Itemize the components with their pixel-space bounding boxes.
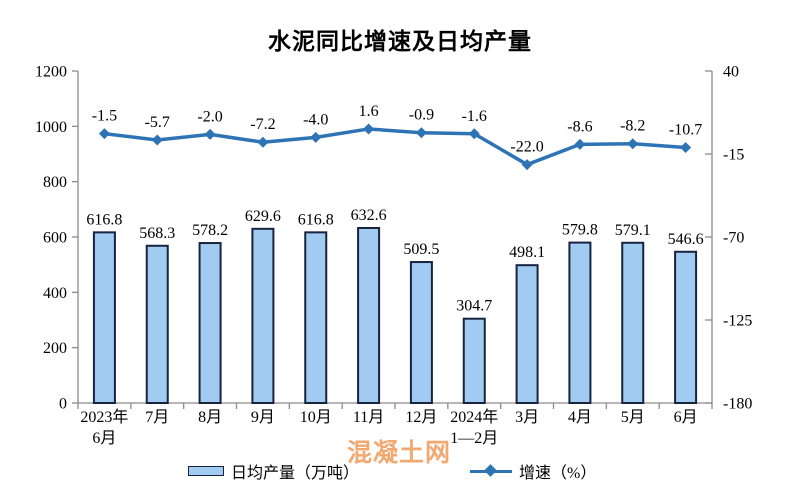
right-axis-tick-label: -70 xyxy=(723,230,744,247)
line-point-marker xyxy=(204,128,216,140)
right-axis-tick-label: -15 xyxy=(723,147,744,164)
bar xyxy=(462,317,486,405)
line-value-label: -1.6 xyxy=(462,108,487,125)
line-point-marker xyxy=(363,123,375,135)
line-value-label: -8.2 xyxy=(620,118,645,135)
x-axis-category-label: 12月 xyxy=(405,409,437,426)
line-point-marker xyxy=(310,131,322,143)
x-axis-category-label: 8月 xyxy=(198,409,222,426)
legend-label-production: 日均产量（万吨） xyxy=(231,465,360,482)
x-axis-category-label: 3月 xyxy=(515,409,539,426)
bar-value-label: 304.7 xyxy=(456,298,492,315)
bar xyxy=(568,241,592,404)
line-value-label: -10.7 xyxy=(669,122,702,139)
left-axis-tick-label: 600 xyxy=(43,230,67,247)
legend-label-growth: 增速（%） xyxy=(519,465,597,482)
line-point-marker xyxy=(468,128,480,140)
line-value-label: -5.7 xyxy=(145,114,170,131)
left-axis-tick-label: 200 xyxy=(43,340,67,357)
bar xyxy=(145,244,169,404)
bar-value-label: 579.8 xyxy=(562,222,598,239)
x-axis-category-label: 2024年 xyxy=(450,408,498,426)
bar-value-label: 632.6 xyxy=(351,207,387,224)
bar-value-label: 546.6 xyxy=(668,231,704,248)
line-point-marker xyxy=(574,138,586,150)
line-point-marker xyxy=(151,134,163,146)
legend-item-production: 日均产量（万吨） xyxy=(188,460,359,482)
line-point-marker xyxy=(627,138,639,150)
x-axis-category-label: 4月 xyxy=(568,409,592,426)
chart-legend: 日均产量（万吨） 增速（%） xyxy=(0,460,800,486)
bar-value-label: 579.1 xyxy=(615,222,651,239)
line-value-label: -8.6 xyxy=(567,118,592,135)
bar-value-label: 498.1 xyxy=(509,244,545,261)
right-axis-tick-label: 40 xyxy=(723,64,739,81)
left-axis-tick-label: 0 xyxy=(59,396,67,413)
left-axis-tick-label: 400 xyxy=(43,285,67,302)
line-value-label: -2.0 xyxy=(197,108,222,125)
x-axis-category-label: 10月 xyxy=(300,409,332,426)
right-axis-tick-label: -125 xyxy=(723,313,752,330)
left-axis-tick-label: 1200 xyxy=(35,64,67,81)
left-axis-tick-label: 800 xyxy=(43,174,67,191)
line-point-marker xyxy=(521,159,533,171)
x-axis-category-label: 5月 xyxy=(621,409,645,426)
growth-line xyxy=(104,127,686,167)
bar xyxy=(357,226,381,404)
line-value-label: -22.0 xyxy=(510,139,543,156)
line-point-marker xyxy=(98,128,110,140)
bar xyxy=(198,242,222,404)
bar xyxy=(304,231,328,404)
bar-series-swatch-icon xyxy=(188,466,224,476)
right-axis-tick-label: -180 xyxy=(723,396,752,413)
line-value-label: -4.0 xyxy=(303,111,328,128)
line-value-label: -7.2 xyxy=(250,116,275,133)
bar xyxy=(251,227,275,404)
x-axis-category-label: 9月 xyxy=(251,409,275,426)
diamond-marker-icon xyxy=(484,464,497,477)
bar xyxy=(92,231,116,404)
bar-value-label: 568.3 xyxy=(139,225,175,242)
line-value-label: 1.6 xyxy=(359,103,379,120)
line-point-marker xyxy=(257,136,269,148)
x-axis-category-label: 11月 xyxy=(353,409,384,426)
line-value-label: -0.9 xyxy=(409,107,434,124)
bar-value-label: 629.6 xyxy=(245,208,281,225)
bar xyxy=(409,261,433,404)
x-axis-category-label: 6月 xyxy=(674,409,698,426)
bar-value-label: 616.8 xyxy=(298,211,334,228)
left-axis-tick-label: 1000 xyxy=(35,119,67,136)
legend-item-growth: 增速（%） xyxy=(470,460,596,482)
bar-value-label: 509.5 xyxy=(403,241,439,258)
line-point-marker xyxy=(680,142,692,154)
watermark: 混凝土网 xyxy=(347,439,452,467)
line-point-marker xyxy=(415,127,427,139)
x-axis-category-label: 6月 xyxy=(92,430,116,447)
line-series-swatch-icon xyxy=(470,464,512,478)
bar-value-label: 578.2 xyxy=(192,222,228,239)
x-axis-category-label: 1—2月 xyxy=(450,430,498,447)
bar xyxy=(515,264,539,404)
chart-title: 水泥同比增速及日均产量 xyxy=(268,28,532,54)
bar xyxy=(621,241,645,404)
bar-value-label: 616.8 xyxy=(86,211,122,228)
x-axis-category-label: 7月 xyxy=(145,409,169,426)
x-axis-category-label: 2023年 xyxy=(80,408,128,426)
line-value-label: -1.5 xyxy=(92,108,117,125)
bar xyxy=(674,250,698,404)
